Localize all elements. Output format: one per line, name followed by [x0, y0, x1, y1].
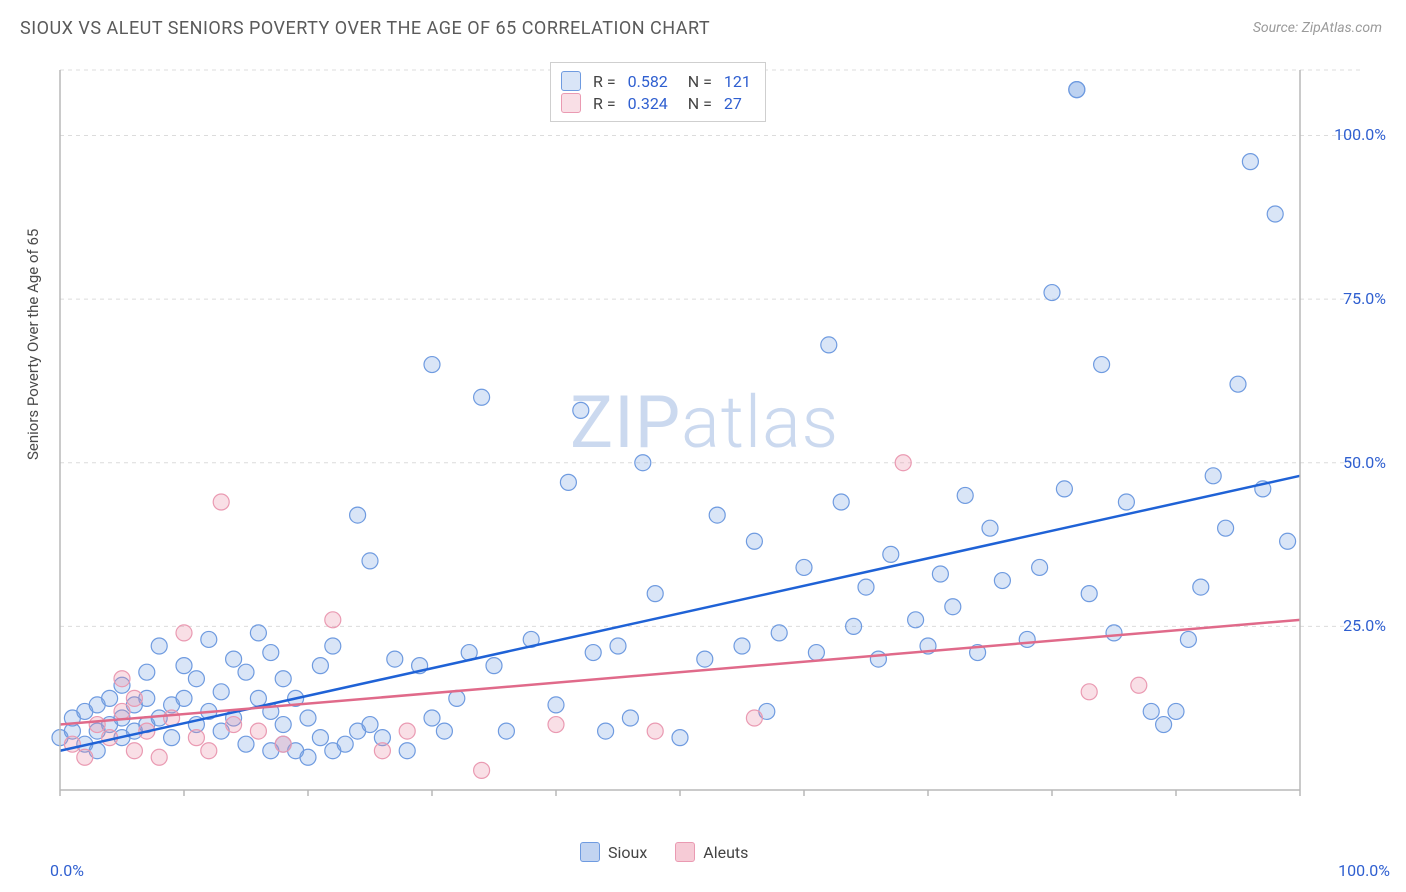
y-axis-label: Seniors Poverty Over the Age of 65	[24, 229, 42, 460]
correlation-legend: R = 0.582 N = 121 R = 0.324 N = 27	[550, 62, 766, 122]
swatch-sioux	[561, 71, 581, 91]
legend-item-aleuts: Aleuts	[675, 842, 748, 862]
legend-swatch-sioux	[580, 842, 600, 862]
x-axis-min-label: 0.0%	[50, 861, 84, 880]
x-axis-max-label: 100.0%	[1338, 861, 1390, 880]
legend-item-sioux: Sioux	[580, 842, 647, 862]
legend-label-aleuts: Aleuts	[703, 843, 748, 862]
y-axis-tick-label: 75.0%	[1343, 289, 1386, 308]
r-value-sioux: 0.582	[628, 72, 668, 91]
n-value-sioux: 121	[724, 72, 751, 91]
source-attribution: Source: ZipAtlas.com	[1253, 20, 1382, 36]
chart-container: SIOUX VS ALEUT SENIORS POVERTY OVER THE …	[0, 0, 1406, 892]
legend-label-sioux: Sioux	[608, 843, 647, 862]
series-legend: Sioux Aleuts	[580, 842, 748, 862]
y-axis-tick-label: 100.0%	[1334, 125, 1386, 144]
r-value-aleuts: 0.324	[628, 94, 668, 113]
y-axis-tick-label: 25.0%	[1343, 616, 1386, 635]
scatter-plot	[50, 60, 1380, 830]
chart-title: SIOUX VS ALEUT SENIORS POVERTY OVER THE …	[20, 18, 710, 39]
n-value-aleuts: 27	[724, 94, 742, 113]
legend-row-sioux: R = 0.582 N = 121	[561, 71, 751, 91]
legend-swatch-aleuts	[675, 842, 695, 862]
legend-row-aleuts: R = 0.324 N = 27	[561, 93, 751, 113]
swatch-aleuts	[561, 93, 581, 113]
y-axis-tick-label: 50.0%	[1343, 453, 1386, 472]
